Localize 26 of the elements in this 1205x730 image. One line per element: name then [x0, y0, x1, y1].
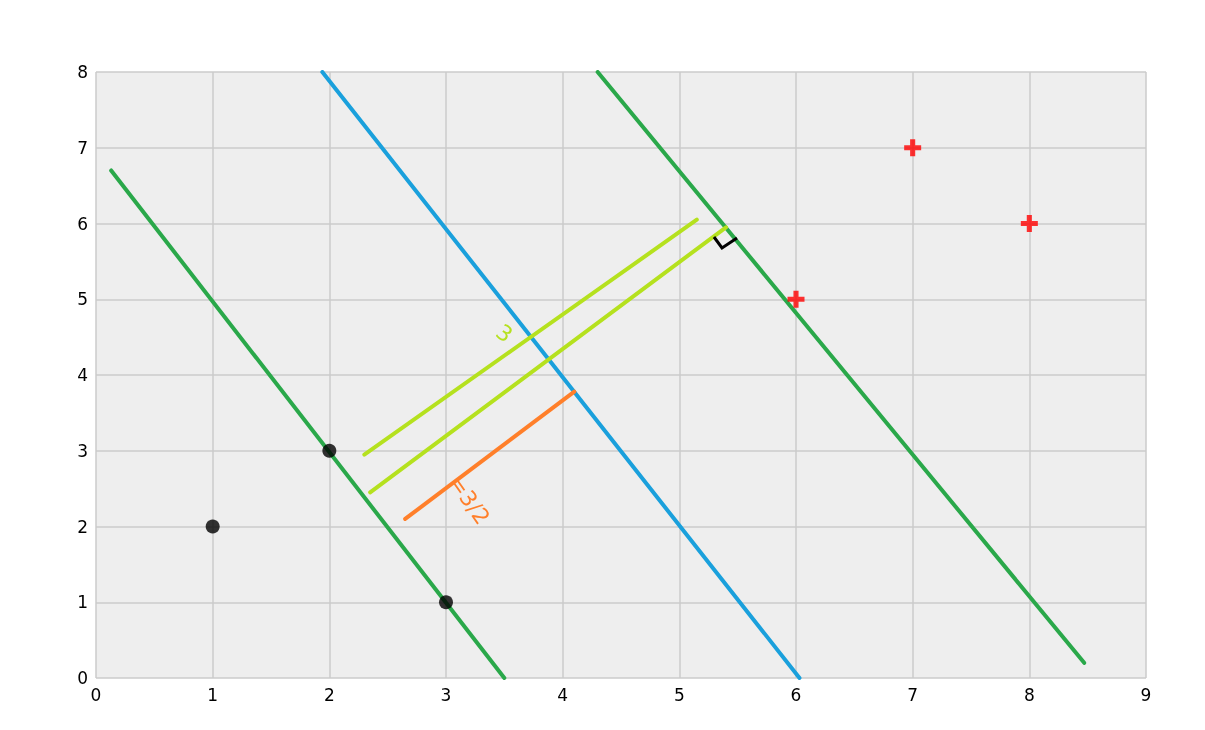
point [205, 519, 220, 534]
x-tick-label: 0 [90, 684, 102, 705]
y-tick-label: 8 [77, 62, 88, 82]
x-tick-label: 8 [1023, 684, 1035, 705]
x-tick-label: 4 [557, 684, 569, 705]
y-tick-label: 6 [77, 213, 88, 234]
y-tick-label: 1 [77, 592, 88, 613]
point [439, 595, 453, 610]
point [322, 443, 337, 458]
x-tick-label: 5 [673, 684, 685, 705]
x-tick-label: 3 [440, 684, 452, 705]
y-tick-label: 3 [77, 440, 88, 461]
y-tick-label: 5 [77, 289, 88, 310]
x-tick-label: 1 [207, 684, 219, 705]
point [904, 139, 922, 157]
point [787, 290, 805, 308]
x-tick-label: 6 [790, 684, 802, 705]
y-tick-label: 4 [77, 365, 88, 385]
y-tick-label: 0 [77, 668, 88, 688]
point [1020, 215, 1038, 232]
x-tick-label: 9 [1140, 684, 1152, 705]
x-tick-label: 7 [907, 684, 919, 705]
y-tick-label: 7 [77, 137, 88, 158]
annotation: 3 [491, 319, 518, 348]
x-tick-label: 2 [323, 684, 335, 705]
y-tick-label: 2 [77, 516, 88, 537]
